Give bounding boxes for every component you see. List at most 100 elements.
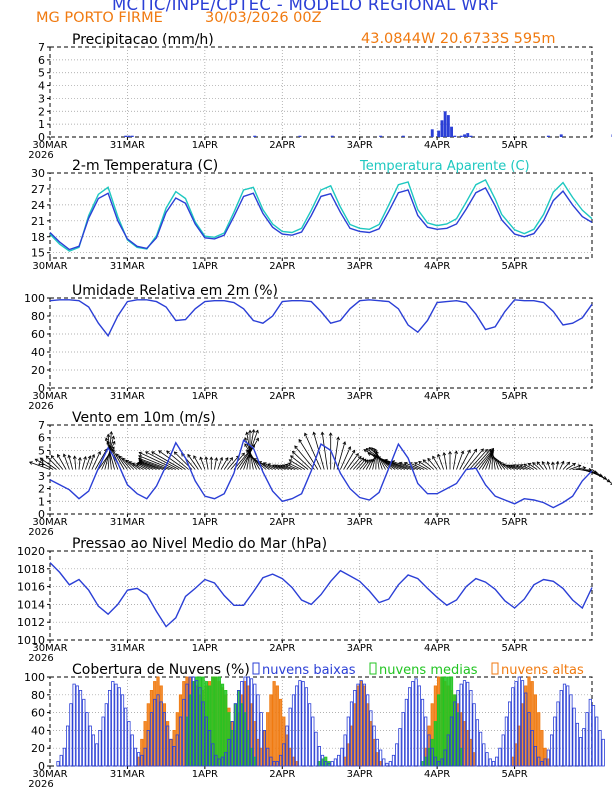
humidity-ytick-label: 100 (24, 292, 45, 305)
wind-arrow-head (62, 453, 67, 458)
low-cloud-bar (369, 710, 373, 767)
low-cloud-bar (195, 680, 199, 767)
low-cloud-bar (146, 730, 150, 767)
wind-arrow (81, 456, 87, 470)
low-cloud-bar (601, 738, 605, 767)
wind-arrow-head (193, 455, 197, 459)
wind-arrow (452, 451, 457, 470)
wind-arrow-head (372, 454, 376, 458)
wind-arrow (88, 454, 95, 470)
low-cloud-bar (178, 716, 183, 767)
wind-ytick-label: 3 (38, 470, 45, 483)
wind-arrow-head (111, 435, 115, 440)
low-cloud-bar (482, 743, 486, 767)
wind-arrow (506, 464, 515, 470)
wind-arrow-head (497, 460, 501, 464)
low-cloud-bar (224, 752, 228, 767)
low-cloud-bar (556, 701, 560, 767)
mid-cloud-bar (217, 676, 221, 767)
low-cloud-bar (572, 707, 576, 767)
mid-cloud-bar (214, 676, 218, 767)
wind-arrow-head (253, 458, 257, 462)
low-cloud-bar (156, 694, 160, 767)
wind-arrow-head (138, 451, 143, 456)
low-cloud-bar (507, 701, 512, 767)
wind-arrow-head (138, 455, 142, 459)
wind-speed-line (49, 439, 593, 509)
low-cloud-bar (546, 749, 550, 767)
low-cloud-bar (304, 687, 309, 767)
low-cloud-bar (243, 676, 247, 767)
low-cloud-bar (453, 701, 457, 767)
wind-arrow-head (224, 457, 229, 461)
low-cloud-bar (198, 687, 202, 767)
low-cloud-bar (414, 678, 418, 767)
low-cloud-bar (124, 707, 128, 767)
low-cloud-bar (182, 698, 186, 767)
wind-arrow (462, 449, 477, 470)
clouds-ytick-label: 40 (31, 724, 45, 737)
low-cloud-bar (472, 703, 476, 767)
wind-arrow (562, 461, 570, 470)
wind-xtick-label: 3APR (347, 517, 373, 528)
precip-bar (453, 135, 457, 137)
wind-arrow-head (204, 456, 209, 460)
wind-arrow (283, 464, 296, 470)
low-cloud-bar (343, 734, 347, 767)
wind-arrow (29, 461, 51, 470)
low-cloud-bar (327, 762, 331, 767)
wind-arrow (333, 437, 339, 470)
precip-bar (401, 135, 405, 137)
low-cloud-bar (582, 728, 586, 767)
low-cloud-bar (498, 747, 502, 767)
wind-arrow (139, 452, 176, 470)
high-cloud-bar (269, 694, 273, 767)
wind-arrow (116, 453, 128, 470)
pressure-xtick-label: 5APR (501, 643, 527, 654)
wind-arrow-head (50, 455, 55, 459)
low-cloud-bar (220, 756, 225, 767)
wind-arrow (469, 449, 488, 470)
wind-arrow-head (145, 451, 149, 455)
wind-arrow-head (245, 431, 249, 436)
low-cloud-bar (543, 758, 547, 767)
low-cloud-bar (104, 703, 108, 767)
low-cloud-bar (298, 680, 302, 767)
wind-arrow (536, 461, 544, 470)
clouds-ytick-label: 0 (38, 760, 45, 773)
wind-arrow-head (116, 453, 120, 458)
low-cloud-bar (585, 712, 589, 767)
wind-arrow-head (499, 461, 504, 466)
wind-arrow (285, 464, 299, 470)
low-cloud-bar (456, 690, 460, 767)
low-cloud-bar (372, 725, 376, 767)
wind-arrow (145, 451, 180, 470)
low-cloud-bar (340, 747, 344, 767)
wind-arrow-head (398, 461, 403, 466)
temperature-line (49, 186, 593, 251)
low-cloud-bar (366, 694, 370, 767)
wind-arrow-head (582, 466, 587, 470)
low-cloud-bar (330, 761, 334, 767)
clouds-ytick-label: 100 (24, 671, 45, 684)
apparent-temperature-legend: Temperatura Aparente (C) (359, 159, 530, 174)
wind-arrow (443, 452, 448, 470)
wind-arrow (275, 465, 286, 470)
low-cloud-bar (217, 758, 221, 767)
wind-arrow-head (274, 464, 279, 469)
wind-arrow-head (351, 449, 356, 454)
precip-bar (559, 134, 563, 137)
wind-arrow (200, 457, 206, 470)
wind-arrow-head (244, 437, 248, 441)
low-cloud-bar (204, 716, 209, 767)
precip-xtick-label: 4APR (424, 140, 450, 151)
wind-ytick-label: 2 (38, 483, 45, 496)
high-cloud-bar (275, 685, 279, 767)
wind-arrow-head (251, 428, 256, 433)
precip-xtick-label: 2APR (269, 140, 295, 151)
wind-arrow-head (187, 453, 191, 458)
wind-arrow-head (560, 460, 565, 465)
precip-bar (298, 135, 302, 137)
low-cloud-bar (269, 756, 273, 767)
low-cloud-bar (420, 698, 425, 767)
